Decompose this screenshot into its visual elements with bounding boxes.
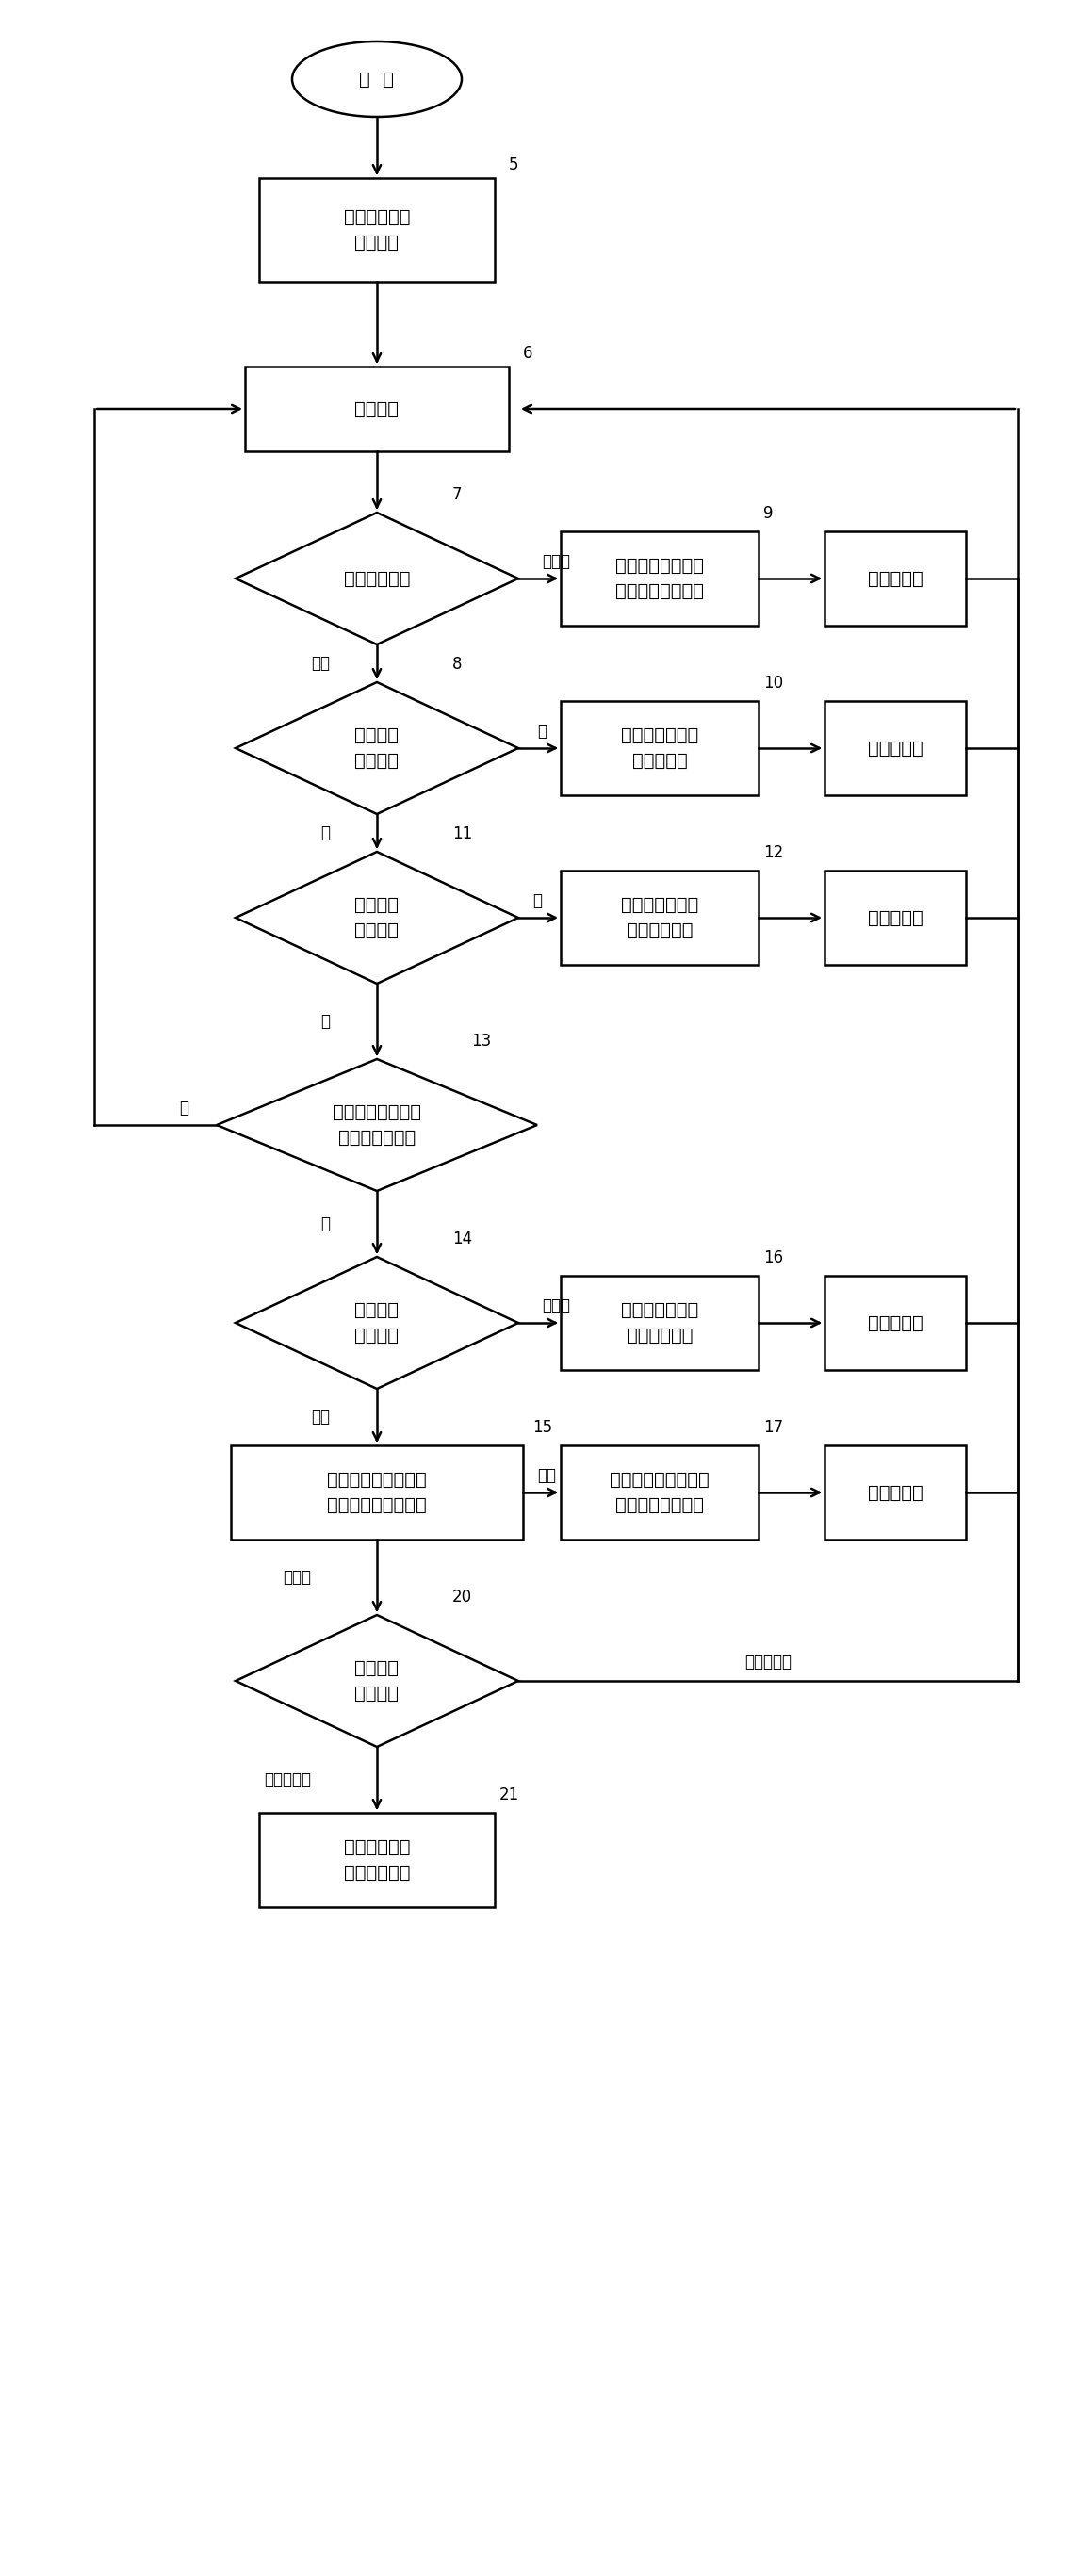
- Text: 否: 否: [179, 1100, 189, 1115]
- Text: 6: 6: [523, 345, 533, 361]
- Text: 7: 7: [453, 487, 462, 502]
- Text: 是: 是: [537, 724, 547, 739]
- FancyBboxPatch shape: [245, 366, 509, 451]
- Text: 遍历未结束: 遍历未结束: [745, 1654, 791, 1672]
- Polygon shape: [236, 1257, 519, 1388]
- Text: 21: 21: [499, 1785, 520, 1803]
- Text: 当前通话状态为
忙线或通话中: 当前通话状态为 忙线或通话中: [621, 1301, 699, 1345]
- Text: 正常: 正常: [310, 1409, 330, 1425]
- Polygon shape: [236, 1615, 519, 1747]
- Text: 13: 13: [471, 1033, 492, 1048]
- FancyBboxPatch shape: [259, 1814, 495, 1906]
- Text: 跳过并返回: 跳过并返回: [868, 739, 923, 757]
- Text: 查询得到所有
工位数据: 查询得到所有 工位数据: [344, 209, 410, 252]
- Text: 判断排他
权重规则: 判断排他 权重规则: [355, 726, 399, 770]
- FancyBboxPatch shape: [825, 531, 966, 626]
- Text: 否: 否: [320, 824, 330, 842]
- Text: 是: 是: [320, 1216, 330, 1231]
- Text: 当前工位岗位状态
为离岗或下班状态: 当前工位岗位状态 为离岗或下班状态: [616, 556, 704, 600]
- FancyBboxPatch shape: [825, 701, 966, 796]
- Text: 判断岗位状态: 判断岗位状态: [344, 569, 410, 587]
- Text: 是: 是: [320, 1012, 330, 1030]
- Polygon shape: [217, 1059, 537, 1190]
- Text: 当前工位不匹配
优先规则要求: 当前工位不匹配 优先规则要求: [621, 896, 699, 940]
- Text: 判断工位
通话状态: 判断工位 通话状态: [355, 1301, 399, 1345]
- Text: 跳过并返回: 跳过并返回: [868, 569, 923, 587]
- Text: 15: 15: [533, 1419, 552, 1435]
- Text: 8: 8: [453, 657, 462, 672]
- Text: 跳过并返回: 跳过并返回: [868, 1314, 923, 1332]
- Text: 17: 17: [763, 1419, 784, 1435]
- Text: 非正常: 非正常: [542, 554, 570, 569]
- Text: 10: 10: [763, 675, 784, 690]
- Text: 16: 16: [763, 1249, 784, 1267]
- Text: 正常: 正常: [310, 654, 330, 672]
- FancyBboxPatch shape: [561, 531, 759, 626]
- Ellipse shape: [292, 41, 461, 116]
- Text: 跳过并返回: 跳过并返回: [868, 909, 923, 927]
- Text: 当前工位权重值小于
上一个工位权重值: 当前工位权重值小于 上一个工位权重值: [610, 1471, 709, 1515]
- Text: 20: 20: [453, 1589, 472, 1605]
- FancyBboxPatch shape: [561, 701, 759, 796]
- Text: 返回权重值最
高的工位数据: 返回权重值最 高的工位数据: [344, 1839, 410, 1880]
- FancyBboxPatch shape: [825, 1445, 966, 1540]
- FancyBboxPatch shape: [259, 178, 495, 281]
- FancyBboxPatch shape: [561, 1445, 759, 1540]
- Text: 12: 12: [763, 845, 784, 860]
- Text: 小于: 小于: [537, 1466, 556, 1484]
- Text: 判断是否通过对讲
机发起工位申请: 判断是否通过对讲 机发起工位申请: [333, 1103, 421, 1146]
- Polygon shape: [236, 853, 519, 984]
- FancyBboxPatch shape: [231, 1445, 523, 1540]
- Text: 遍历已结束: 遍历已结束: [264, 1772, 310, 1788]
- Polygon shape: [236, 683, 519, 814]
- Text: 判断优先
权重规则: 判断优先 权重规则: [355, 896, 399, 940]
- Polygon shape: [236, 513, 519, 644]
- Text: 否: 否: [533, 891, 542, 909]
- Text: 非正常: 非正常: [542, 1298, 570, 1314]
- Text: 当前工位匹配排
他规则要求: 当前工位匹配排 他规则要求: [621, 726, 699, 770]
- FancyBboxPatch shape: [825, 1275, 966, 1370]
- Text: 14: 14: [453, 1231, 472, 1247]
- Text: 开  始: 开 始: [359, 70, 395, 88]
- Text: 跳过并返回: 跳过并返回: [868, 1484, 923, 1502]
- Text: 计算权重值并与上一
个工位进行权重比较: 计算权重值并与上一 个工位进行权重比较: [327, 1471, 427, 1515]
- FancyBboxPatch shape: [825, 871, 966, 966]
- FancyBboxPatch shape: [561, 871, 759, 966]
- Text: 遍历工位: 遍历工位: [355, 399, 399, 417]
- Text: 5: 5: [509, 157, 519, 173]
- FancyBboxPatch shape: [561, 1275, 759, 1370]
- Text: 工位遍历
是否结束: 工位遍历 是否结束: [355, 1659, 399, 1703]
- Text: 9: 9: [763, 505, 773, 523]
- Text: 11: 11: [453, 824, 472, 842]
- Text: 不小于: 不小于: [282, 1569, 310, 1587]
